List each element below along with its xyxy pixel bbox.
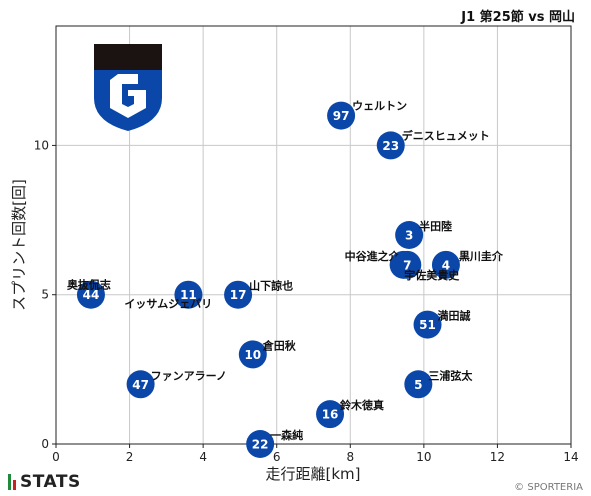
x-axis-label: 走行距離[km] (265, 465, 360, 483)
player-name: 黒川圭介 (459, 249, 504, 263)
player-name: 鈴木徳真 (340, 398, 384, 412)
plot-frame (55, 25, 572, 445)
player-name: ウェルトン (352, 100, 407, 113)
player-number: 10 (244, 348, 261, 362)
player-name: ファンアラーノ (151, 369, 227, 382)
player-number: 11 (180, 288, 197, 302)
player-name: 半田陸 (419, 219, 452, 233)
player-number: 47 (132, 378, 149, 392)
player-marker (393, 250, 422, 279)
player-number: 22 (252, 438, 269, 452)
player-name: イッサムジェバリ (124, 298, 212, 311)
player-number: 3 (405, 229, 413, 243)
team-logo-g (110, 74, 146, 118)
x-tick-label: 2 (126, 450, 134, 464)
x-tick-label: 14 (563, 450, 578, 464)
x-tick-label: 12 (490, 450, 505, 464)
y-tick-label: 5 (41, 288, 49, 302)
x-tick-label: 4 (199, 450, 207, 464)
player-marker (316, 400, 345, 429)
player-number: 17 (230, 288, 247, 302)
x-tick-label: 10 (416, 450, 431, 464)
player-number: 4 (442, 258, 450, 272)
stats-logo-bar-red (13, 480, 16, 490)
x-tick-label: 0 (52, 450, 60, 464)
player-number: 7 (403, 258, 411, 272)
x-tick-label: 8 (346, 450, 354, 464)
stats-brand: STATS (8, 472, 81, 492)
player-name: 奥抜侃志 (66, 278, 111, 292)
player-name: 宇佐美貴史 (404, 268, 460, 282)
player-name: 山下諒也 (249, 279, 293, 293)
chart-title: J1 第25節 vs 岡山 (461, 10, 575, 25)
y-axis-label: スプリント回数[回] (10, 179, 28, 311)
player-marker (413, 310, 442, 339)
player-name: 倉田秋 (262, 338, 297, 352)
stats-logo-bar-green (8, 474, 11, 490)
stats-wordmark: STATS (20, 472, 81, 492)
player-marker (174, 280, 203, 309)
player-name: 中谷進之介 (345, 249, 401, 263)
y-tick-label: 0 (41, 437, 49, 451)
player-marker (327, 101, 356, 130)
copyright: © SPORTERIA (514, 482, 583, 493)
player-marker (404, 370, 433, 399)
player-number: 97 (333, 109, 350, 123)
y-tick-label: 10 (34, 138, 49, 152)
player-marker (246, 430, 275, 458)
team-logo (94, 44, 162, 131)
player-number: 23 (382, 139, 399, 153)
player-marker (376, 131, 405, 160)
player-name: デニスヒュメット (402, 128, 490, 142)
player-number: 16 (322, 408, 339, 422)
player-number: 5 (414, 378, 422, 392)
player-marker (224, 280, 253, 309)
player-name: 一森純 (270, 428, 303, 442)
player-marker (395, 221, 424, 249)
team-logo-top (94, 44, 162, 73)
player-number: 51 (419, 318, 436, 332)
player-name: 三浦弦太 (428, 368, 473, 382)
player-marker (431, 250, 460, 279)
stats-logo-icon (8, 474, 16, 490)
player-marker (76, 280, 105, 309)
player-number: 44 (83, 288, 100, 302)
x-tick-label: 6 (273, 450, 281, 464)
axes: 0 2 4 6 8 10 12 14 0 5 10 (34, 25, 579, 464)
data-points: 97ウェルトン23デニスヒュメット3半田陸4黒川圭介27中谷進之介7宇佐美貴史4… (66, 100, 504, 458)
player-name: 満田誠 (438, 309, 471, 323)
player-marker (126, 370, 155, 399)
player-marker (238, 340, 267, 369)
